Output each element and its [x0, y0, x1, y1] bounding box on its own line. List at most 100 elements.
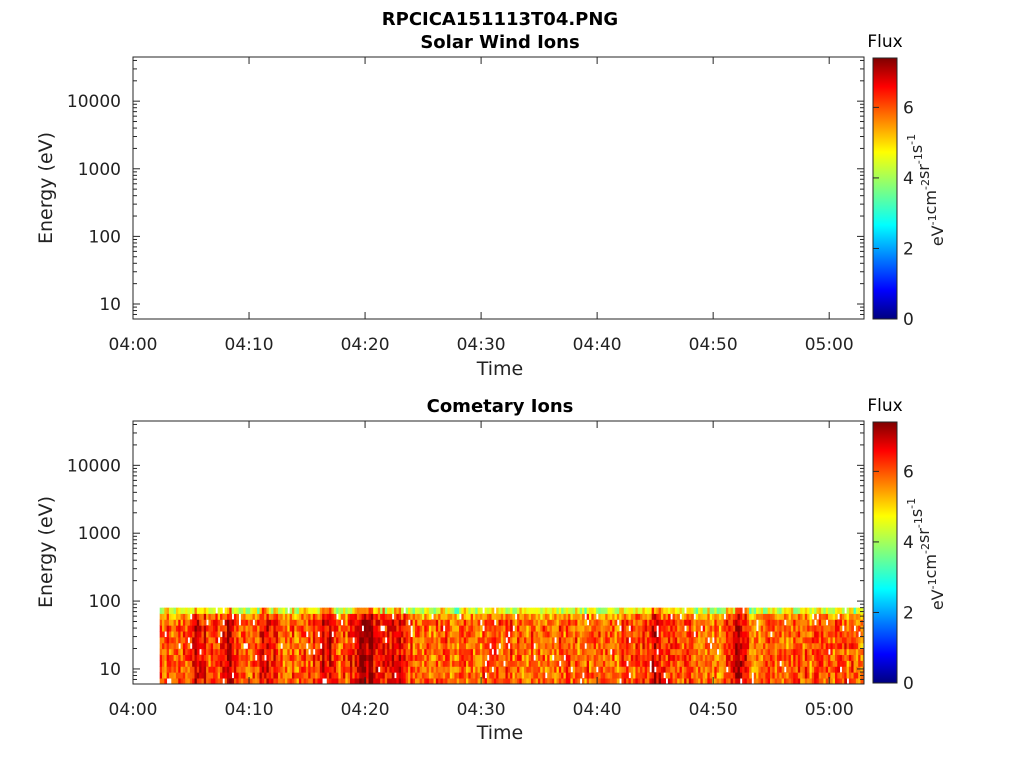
heatmap-cell	[459, 648, 462, 656]
heatmap-cell	[199, 678, 202, 684]
heatmap-cell	[387, 672, 390, 679]
heatmap-cell	[196, 648, 200, 656]
heatmap-cell	[470, 642, 474, 650]
heatmap-cell	[556, 666, 560, 673]
heatmap-cell	[410, 678, 414, 684]
heatmap-cell	[243, 619, 246, 626]
heatmap-cell	[800, 631, 803, 638]
heatmap-cell	[278, 637, 281, 644]
heatmap-cell	[776, 660, 780, 667]
heatmap-cell	[310, 678, 314, 684]
heatmap-cell	[584, 607, 588, 614]
heatmap-cell	[517, 672, 520, 679]
heatmap-cell	[210, 672, 214, 679]
heatmap-cell	[595, 637, 599, 644]
heatmap-cell	[503, 625, 506, 632]
heatmap-cell	[700, 619, 704, 626]
heatmap-cell	[811, 672, 815, 679]
heatmap-cell	[626, 666, 629, 673]
heatmap-cell	[294, 672, 297, 679]
heatmap-cell	[584, 625, 588, 632]
heatmap-cell	[846, 613, 850, 620]
heatmap-cell	[844, 625, 847, 632]
heatmap-cell	[651, 625, 655, 632]
heatmap-cell	[753, 607, 757, 614]
heatmap-cell	[549, 619, 553, 626]
heatmap-cell	[816, 678, 820, 684]
heatmap-cell	[368, 619, 372, 626]
heatmap-cell	[401, 672, 404, 679]
heatmap-cell	[340, 648, 344, 656]
heatmap-cell	[821, 625, 824, 632]
heatmap-cell	[776, 613, 780, 620]
heatmap-cell	[737, 660, 741, 667]
heatmap-cell	[763, 648, 766, 656]
heatmap-cell	[489, 631, 492, 638]
heatmap-cell	[264, 672, 267, 679]
heatmap-cell	[380, 637, 383, 644]
heatmap-cell	[240, 642, 244, 650]
heatmap-cell	[809, 613, 813, 620]
heatmap-cell	[858, 642, 861, 650]
heatmap-cell	[206, 607, 209, 614]
heatmap-cell	[257, 637, 260, 644]
heatmap-cell	[159, 613, 163, 620]
heatmap-cell	[605, 613, 608, 620]
heatmap-cell	[537, 678, 541, 684]
heatmap-cell	[363, 642, 367, 650]
heatmap-cell	[635, 607, 639, 614]
heatmap-cell	[582, 631, 585, 638]
heatmap-cell	[524, 613, 527, 620]
heatmap-cell	[841, 642, 845, 650]
heatmap-cell	[261, 619, 265, 626]
heatmap-cell	[194, 637, 198, 644]
heatmap-cell	[459, 631, 462, 638]
heatmap-cell	[282, 642, 286, 650]
heatmap-cell	[795, 619, 799, 626]
heatmap-cell	[428, 660, 432, 667]
heatmap-cell	[168, 666, 172, 673]
heatmap-cell	[660, 637, 664, 644]
heatmap-cell	[296, 666, 300, 673]
heatmap-cell	[498, 613, 502, 620]
heatmap-cell	[431, 654, 434, 661]
heatmap-cell	[398, 648, 402, 656]
heatmap-cell	[772, 619, 776, 626]
heatmap-cell	[665, 672, 669, 679]
heatmap-cell	[426, 672, 430, 679]
heatmap-cell	[317, 613, 321, 620]
heatmap-cell	[475, 666, 479, 673]
heatmap-cell	[410, 642, 414, 650]
heatmap-cell	[310, 625, 314, 632]
heatmap-cell	[716, 613, 720, 620]
heatmap-cell	[333, 654, 337, 661]
heatmap-cell	[192, 654, 195, 661]
heatmap-cell	[658, 607, 662, 614]
heatmap-cell	[667, 654, 671, 661]
heatmap-cell	[493, 631, 497, 638]
heatmap-cell	[312, 660, 316, 667]
heatmap-cell	[203, 625, 207, 632]
heatmap-cell	[182, 642, 186, 650]
heatmap-cell	[208, 660, 212, 667]
heatmap-cell	[275, 672, 279, 679]
heatmap-cell	[247, 607, 251, 614]
heatmap-cell	[598, 672, 602, 679]
heatmap-cell	[656, 637, 660, 644]
heatmap-cell	[354, 619, 358, 626]
heatmap-cell	[213, 631, 216, 638]
heatmap-cell	[333, 642, 337, 650]
heatmap-cell	[231, 619, 235, 626]
heatmap-cell	[558, 607, 562, 614]
heatmap-cell	[519, 619, 523, 626]
heatmap-cell	[217, 642, 221, 650]
heatmap-cell	[257, 619, 260, 626]
heatmap-cell	[561, 631, 564, 638]
heatmap-cell	[698, 631, 701, 638]
heatmap-cell	[275, 660, 279, 667]
heatmap-cell	[396, 678, 400, 684]
heatmap-cell	[278, 654, 281, 661]
heatmap-cell	[401, 648, 404, 656]
heatmap-cell	[396, 648, 400, 656]
heatmap-cell	[377, 613, 381, 620]
